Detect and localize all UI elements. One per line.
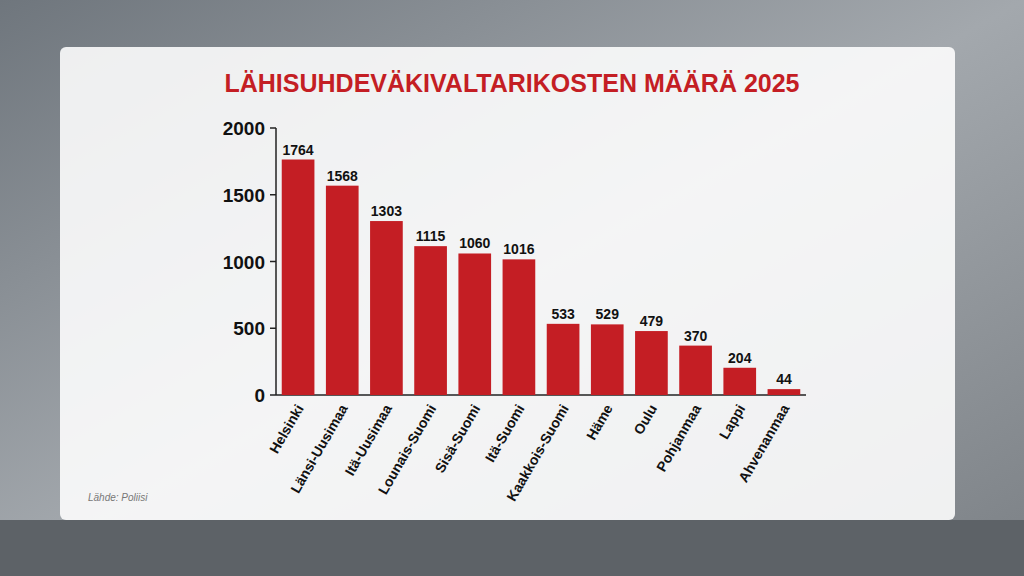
x-tick-label: Itä-Suomi	[482, 402, 528, 465]
bar	[635, 331, 668, 395]
x-tick-label: Lappi	[716, 402, 749, 442]
x-tick-label: Länsi-Uusimaa	[287, 401, 351, 495]
bar	[723, 368, 756, 395]
root: LÄHISUHDEVÄKIVALTARIKOSTEN MÄÄRÄ 2025 0 50…	[0, 0, 1024, 576]
x-tick-label: Pohjanmaa	[653, 401, 704, 474]
floor	[0, 520, 1024, 576]
bar	[326, 186, 359, 395]
bars	[282, 160, 801, 395]
panel	[60, 47, 955, 520]
x-tick-label: Ahvenanmaa	[735, 401, 793, 485]
bar	[414, 246, 447, 395]
y-tick	[270, 194, 276, 196]
source: Lähde: Poliisi	[88, 492, 148, 503]
bar	[591, 324, 624, 395]
bar	[547, 324, 580, 395]
bar	[282, 160, 315, 395]
y-tick-label: 2000	[223, 118, 265, 139]
title: LÄHISUHDEVÄKIVALTARIKOSTEN MÄÄRÄ 2025	[224, 69, 799, 97]
x-tick-label: Lounais-Suomi	[375, 402, 439, 498]
data-label: 1764	[283, 142, 314, 158]
y-tick-label: 1500	[223, 185, 265, 206]
y-tick	[270, 127, 276, 129]
bar	[458, 253, 491, 395]
background	[0, 0, 1024, 576]
x-tick-label: Sisä-Suomi	[431, 402, 483, 476]
y-tick-label: 1000	[223, 252, 265, 273]
y-tick	[270, 328, 276, 330]
y-axis	[275, 128, 277, 395]
data-label: 1303	[371, 203, 402, 219]
bar	[370, 221, 403, 395]
bar	[503, 259, 536, 395]
x-tick-label: Kaakkois-Suomi	[503, 402, 571, 504]
data-label: 529	[596, 306, 620, 322]
y-tick-label: 500	[233, 318, 265, 339]
data-label: 1115	[416, 228, 446, 244]
data-label: 533	[551, 306, 575, 322]
y-tick	[270, 261, 276, 263]
data-label: 1060	[459, 235, 490, 251]
y-tick	[270, 394, 276, 396]
data-label: 1016	[503, 241, 534, 257]
data-label: 1568	[327, 168, 358, 184]
chart: LÄHISUHDEVÄKIVALTARIKOSTEN MÄÄRÄ 2025 0 50…	[0, 0, 1024, 576]
x-tick-label: Oulu	[630, 402, 660, 438]
data-label: 204	[728, 350, 752, 366]
x-tick-label: Helsinki	[266, 402, 307, 457]
bar	[768, 389, 801, 395]
data-label: 479	[640, 313, 664, 329]
data-label: 44	[776, 371, 792, 387]
x-tick-label: Häme	[583, 401, 616, 442]
data-label: 370	[684, 328, 708, 344]
y-tick-label: 0	[254, 385, 265, 406]
bar	[679, 346, 712, 395]
